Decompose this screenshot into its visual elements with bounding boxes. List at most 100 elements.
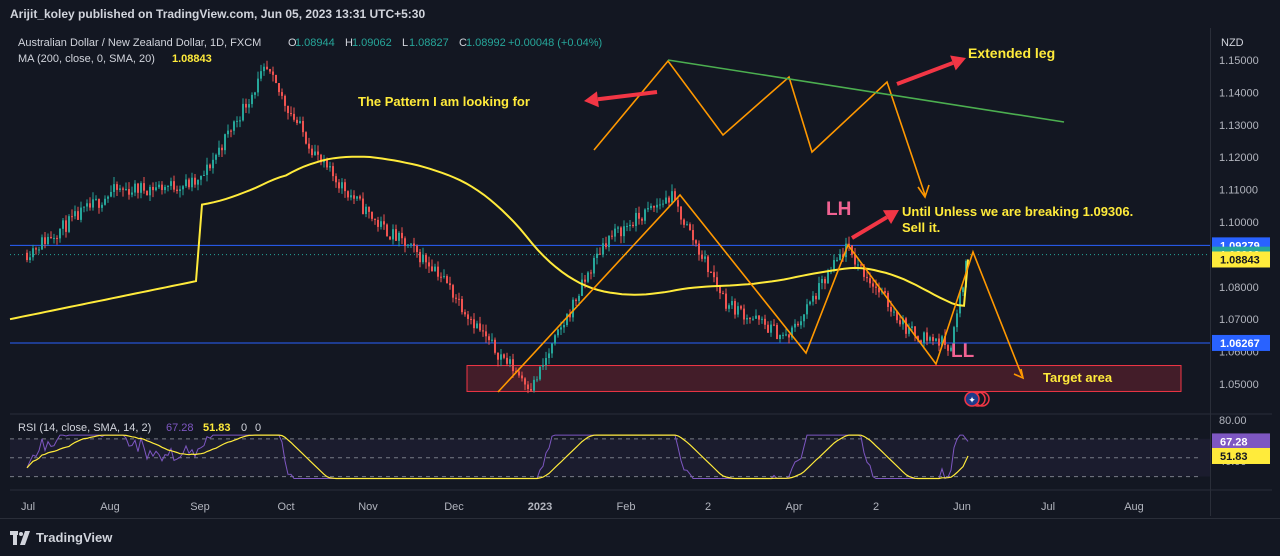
candle-body: [185, 179, 187, 187]
candle-body: [914, 326, 916, 337]
candle: [572, 297, 574, 322]
candle-body: [164, 186, 166, 191]
candle-body: [944, 336, 946, 346]
candle-body: [809, 301, 811, 305]
candle: [368, 206, 370, 219]
candle-body: [536, 379, 538, 381]
candle-body: [356, 196, 358, 199]
candle: [257, 71, 259, 97]
candle: [893, 307, 895, 316]
candle: [338, 178, 340, 193]
candle: [107, 195, 109, 203]
candle: [791, 325, 793, 340]
candle-body: [47, 236, 49, 245]
candle: [53, 233, 55, 244]
candle: [482, 324, 484, 337]
candle: [86, 199, 88, 212]
candle: [209, 163, 211, 171]
candle-body: [461, 298, 463, 313]
candle-body: [308, 143, 310, 149]
candle-body: [137, 183, 139, 193]
candle-body: [578, 295, 580, 302]
candle: [557, 328, 559, 338]
candle: [734, 298, 736, 319]
candle: [446, 274, 448, 284]
candle: [233, 120, 235, 135]
candle-body: [665, 197, 667, 204]
candle: [761, 316, 763, 324]
candle-body: [230, 130, 232, 132]
candle-body: [602, 243, 604, 255]
candle: [728, 303, 730, 313]
candle-body: [788, 334, 790, 338]
candle-body: [38, 249, 40, 251]
candle-body: [653, 205, 655, 208]
target-area-box: [466, 365, 1182, 392]
candle-body: [713, 272, 715, 278]
candle-body: [563, 325, 565, 328]
candle: [26, 249, 28, 263]
candle: [902, 315, 904, 330]
candle: [698, 240, 700, 261]
candle-body: [554, 335, 556, 344]
candle: [245, 98, 247, 114]
legend-symbol: Australian Dollar / New Zealand Dollar, …: [18, 37, 261, 49]
legend-l-label: L: [402, 37, 408, 49]
candle-body: [890, 306, 892, 312]
candle-body: [197, 179, 199, 185]
candle: [587, 271, 589, 284]
candle-body: [638, 212, 640, 219]
candle-body: [524, 378, 526, 385]
candle: [746, 314, 748, 325]
candle-body: [29, 257, 31, 261]
candle: [227, 124, 229, 138]
candle: [146, 190, 148, 196]
candle: [488, 333, 490, 345]
candle: [83, 206, 85, 213]
candle: [377, 216, 379, 232]
candle: [305, 131, 307, 145]
candle-body: [227, 130, 229, 135]
candle-body: [608, 235, 610, 248]
candle-body: [104, 198, 106, 205]
annotation-ll: LL: [951, 341, 975, 362]
candle: [782, 332, 784, 340]
candle: [32, 244, 34, 261]
candle-body: [806, 304, 808, 315]
candle: [350, 189, 352, 201]
candle: [527, 381, 529, 394]
candle-body: [146, 190, 148, 196]
legend-o-value: 1.08944: [295, 37, 335, 49]
candle-body: [152, 186, 154, 191]
candle: [866, 270, 868, 283]
price-tick: 1.12000: [1219, 152, 1259, 164]
candle: [824, 276, 826, 290]
candle: [356, 195, 358, 202]
badge-rsi-bg: [1212, 433, 1270, 450]
candle-body: [416, 245, 418, 253]
levels-layer: [10, 244, 1210, 344]
candle: [317, 145, 319, 161]
candle-body: [143, 183, 145, 191]
candle-body: [695, 240, 697, 244]
candle-body: [404, 238, 406, 246]
candle-body: [872, 283, 874, 287]
candle: [647, 201, 649, 213]
candle: [641, 217, 643, 225]
candle: [407, 244, 409, 249]
candle-body: [626, 226, 628, 228]
tradingview-logo[interactable]: TradingView: [10, 530, 112, 545]
candle-body: [893, 311, 895, 313]
candle: [950, 345, 952, 352]
arrow-to-pattern-text-head: [584, 91, 599, 108]
candle-body: [926, 332, 928, 341]
candle: [962, 286, 964, 297]
candle: [650, 203, 652, 211]
candle-body: [752, 318, 754, 320]
candle-body: [530, 389, 532, 391]
candle-body: [707, 256, 709, 273]
candle: [680, 206, 682, 225]
candle-body: [539, 366, 541, 380]
candle-body: [776, 324, 778, 339]
